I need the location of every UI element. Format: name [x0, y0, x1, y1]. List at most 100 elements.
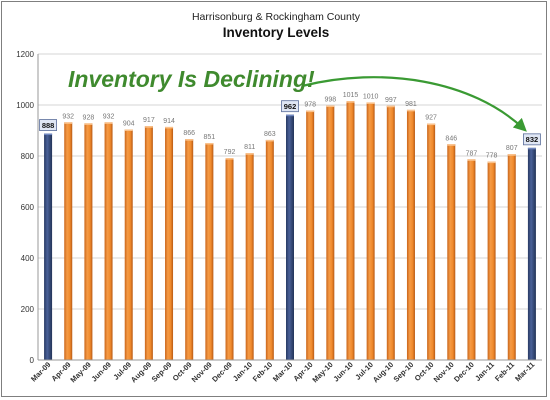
x-tick-label: Aug-10: [371, 360, 395, 384]
bars: [44, 101, 536, 361]
data-label: 917: [143, 117, 155, 124]
chart-subtitle: Harrisonburg & Rockingham County: [192, 11, 361, 23]
bar-cap: [447, 144, 456, 146]
bar-cap: [245, 153, 254, 155]
x-tick-label: May-09: [68, 360, 92, 384]
bar: [225, 158, 234, 360]
bar: [265, 139, 274, 360]
data-label: 927: [425, 115, 437, 122]
x-tick-label: Aug-09: [129, 360, 153, 384]
bar: [447, 144, 456, 360]
y-tick-label: 600: [21, 203, 35, 212]
bar: [64, 122, 73, 360]
data-label: 978: [304, 102, 316, 109]
bar-cap: [386, 105, 395, 108]
bar: [44, 133, 53, 360]
bar: [386, 105, 395, 360]
bar: [427, 123, 436, 361]
bar-cap: [225, 158, 234, 160]
bar: [84, 123, 93, 360]
x-tick-label: Nov-09: [190, 360, 214, 384]
y-tick-label: 1000: [16, 101, 34, 110]
x-tick-label: Feb-10: [251, 360, 274, 383]
bar: [406, 109, 415, 360]
x-tick-label: Dec-10: [452, 360, 476, 384]
bar: [286, 114, 294, 360]
data-label-box: [39, 119, 57, 131]
bar: [124, 129, 133, 360]
y-tick-label: 200: [21, 305, 35, 314]
data-label: 888: [42, 121, 55, 130]
bar-cap: [84, 123, 93, 125]
bar-cap: [427, 123, 436, 126]
data-label: 914: [163, 118, 175, 125]
data-label: 1010: [363, 93, 379, 100]
bar-cap: [265, 139, 274, 142]
bar: [507, 154, 516, 360]
y-tick-label: 400: [21, 254, 35, 263]
x-tick-label: Feb-11: [493, 360, 516, 383]
bar: [467, 159, 476, 360]
data-label: 1015: [343, 92, 359, 99]
data-label: 932: [62, 113, 74, 120]
data-label: 863: [264, 131, 276, 138]
bar-cap: [346, 101, 355, 103]
data-label: 807: [506, 145, 518, 152]
data-label: 932: [103, 113, 115, 120]
x-tick-label: Jan-11: [473, 360, 496, 383]
y-tick-label: 800: [21, 152, 35, 161]
data-label-box: [523, 133, 541, 146]
x-tick-label: Dec-09: [210, 360, 234, 384]
data-label: 792: [224, 149, 236, 156]
x-tick-label: Jun-10: [331, 360, 354, 383]
bar: [104, 122, 113, 360]
bar: [346, 101, 355, 361]
data-label-box: [281, 100, 299, 113]
x-tick-label: Mar-11: [513, 360, 536, 383]
data-label: 778: [486, 153, 498, 160]
data-label: 997: [385, 97, 397, 104]
x-axis: Mar-09Apr-09May-09Jun-09Jul-09Aug-09Sep-…: [29, 359, 542, 384]
data-label: 998: [324, 97, 336, 104]
bar-cap: [185, 139, 194, 141]
data-label: 846: [445, 135, 457, 142]
chart-title: Inventory Levels: [223, 25, 330, 40]
bar-cap: [144, 126, 153, 128]
bar-cap: [326, 105, 335, 108]
data-label: 832: [526, 135, 539, 144]
bar-cap: [507, 154, 516, 156]
bar-cap: [406, 109, 415, 112]
x-tick-label: Sep-10: [392, 360, 416, 384]
bar: [205, 142, 214, 360]
x-tick-label: Nov-10: [432, 360, 456, 384]
y-tick-label: 0: [30, 356, 35, 365]
bar: [185, 139, 194, 360]
bar-cap: [64, 122, 73, 124]
bar: [165, 126, 174, 361]
data-label: 981: [405, 101, 417, 108]
x-tick-label: Sep-09: [150, 360, 174, 384]
y-axis: 0 200 400 600 800 1000 1200: [16, 50, 39, 365]
bar-cap: [527, 147, 536, 150]
data-label: 866: [183, 130, 195, 137]
data-label: 904: [123, 120, 135, 127]
bar: [487, 161, 496, 360]
bar-cap: [487, 161, 496, 164]
data-label: 851: [204, 134, 216, 141]
data-label: 928: [83, 114, 95, 121]
bar-cap: [286, 114, 294, 117]
data-label: 811: [244, 144, 255, 151]
bar-cap: [104, 122, 113, 124]
bar: [366, 102, 375, 360]
x-tick-label: Jan-10: [231, 360, 254, 383]
annotation-text: Inventory Is Declining!: [68, 66, 315, 92]
bar: [144, 126, 153, 360]
x-tick-label: May-10: [310, 360, 334, 384]
bar-cap: [366, 102, 375, 104]
trend-arrow: [301, 76, 527, 132]
bar-cap: [306, 110, 315, 113]
x-tick-label: Jun-09: [90, 360, 113, 383]
bar: [527, 147, 536, 360]
